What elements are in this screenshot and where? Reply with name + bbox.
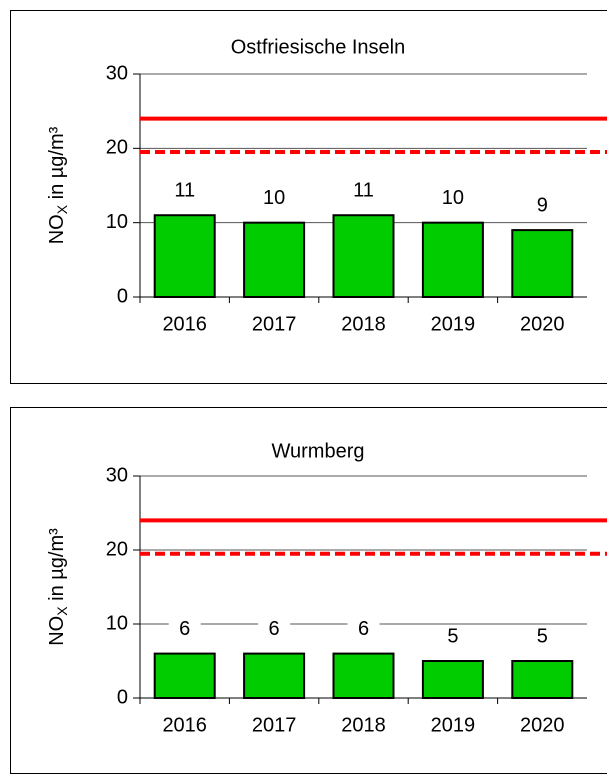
label-background (347, 617, 380, 642)
x-tick-label: 2020 (520, 313, 565, 335)
y-label-base: NO (46, 616, 68, 646)
y-tick-label: 30 (106, 62, 128, 84)
label-background (526, 625, 559, 649)
panel-frame (10, 10, 607, 384)
chart-title: Ostfriesische Inseln (231, 36, 406, 58)
y-label-sub: X (54, 204, 70, 214)
y-tick-label: 0 (117, 285, 128, 307)
y-label-rest: in µg/m³ (46, 126, 68, 205)
x-tick-label: 2017 (252, 714, 297, 736)
data-label: 5 (447, 625, 458, 647)
x-tick-label: 2019 (431, 313, 476, 335)
x-tick-label: 2018 (341, 714, 386, 736)
x-tick-label: 2020 (520, 714, 565, 736)
bar (511, 229, 574, 299)
data-label: 11 (353, 180, 374, 202)
bar (511, 660, 574, 699)
data-label: 6 (358, 618, 369, 640)
x-tick-label: 2016 (162, 714, 207, 736)
bar (153, 214, 216, 299)
bar (421, 660, 484, 699)
label-background (526, 194, 559, 219)
bar (332, 652, 395, 699)
y-tick-label: 20 (106, 137, 128, 159)
label-background (168, 179, 201, 204)
label-background (258, 186, 291, 211)
y-label-base: NO (46, 214, 68, 244)
data-label: 6 (179, 618, 190, 640)
bar (243, 221, 306, 299)
label-background (168, 617, 201, 642)
label-background (347, 179, 380, 204)
y-label-rest: in µg/m³ (46, 528, 68, 607)
chart-title: Wurmberg (272, 440, 365, 462)
data-label: 10 (442, 187, 464, 209)
data-label: 5 (537, 625, 548, 647)
x-tick-label: 2017 (252, 313, 297, 335)
y-axis-label: NOX in µg/m³ (46, 528, 69, 646)
y-tick-label: 0 (117, 686, 128, 708)
data-label: 11 (174, 180, 195, 202)
x-tick-label: 2018 (341, 313, 386, 335)
label-background (436, 625, 469, 649)
y-axis-label: NOX in µg/m³ (46, 126, 69, 244)
data-label: 10 (263, 187, 285, 209)
label-background (258, 617, 291, 642)
y-tick-label: 10 (106, 211, 128, 233)
data-label: 6 (269, 618, 280, 640)
y-label-sub: X (54, 606, 70, 616)
y-tick-label: 20 (106, 538, 128, 560)
y-tick-label: 30 (106, 464, 128, 486)
x-tick-label: 2016 (162, 313, 207, 335)
label-background (436, 186, 469, 211)
data-label: 9 (537, 194, 548, 216)
bar (332, 214, 395, 299)
bar (243, 652, 306, 699)
bar (153, 652, 216, 699)
bar (421, 221, 484, 299)
y-tick-label: 10 (106, 612, 128, 634)
panel-frame (10, 407, 607, 774)
x-tick-label: 2019 (431, 714, 476, 736)
